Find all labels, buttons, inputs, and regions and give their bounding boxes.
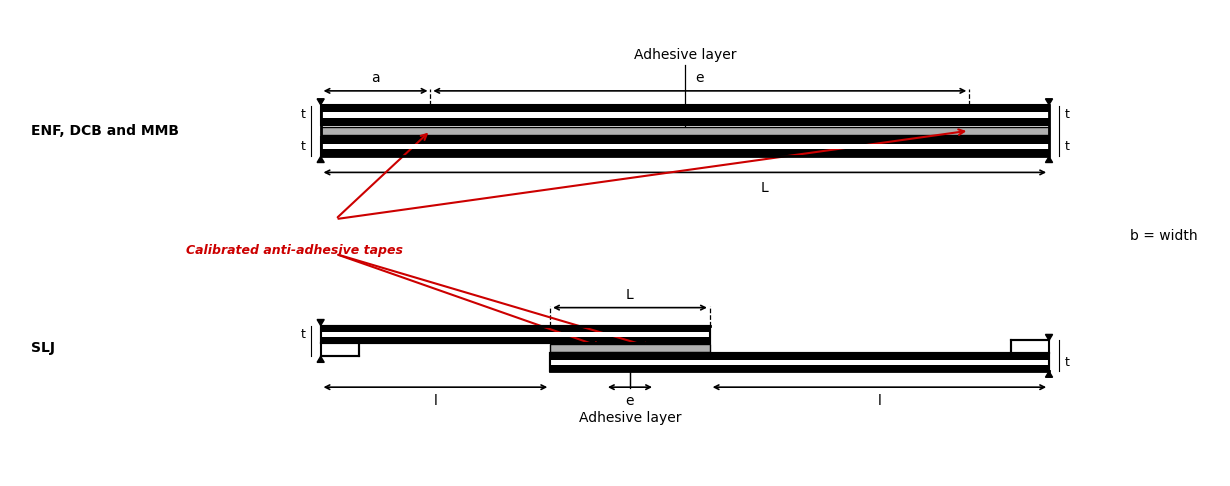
Text: t: t bbox=[300, 108, 305, 121]
Bar bbox=[550, 353, 1049, 371]
Bar bbox=[321, 326, 710, 344]
Text: b = width: b = width bbox=[1130, 229, 1198, 243]
Text: Adhesive layer: Adhesive layer bbox=[579, 411, 681, 425]
Bar bbox=[321, 105, 1049, 125]
Polygon shape bbox=[1046, 156, 1053, 162]
Polygon shape bbox=[1046, 371, 1053, 377]
Bar bbox=[550, 353, 1049, 371]
Text: a: a bbox=[371, 71, 380, 85]
Bar bbox=[1011, 340, 1049, 353]
Bar bbox=[321, 326, 710, 344]
Polygon shape bbox=[317, 156, 325, 162]
Polygon shape bbox=[1046, 99, 1053, 105]
Bar bbox=[321, 112, 1049, 118]
Text: Adhesive layer: Adhesive layer bbox=[633, 48, 736, 62]
Bar bbox=[321, 127, 1049, 135]
Text: t: t bbox=[300, 140, 305, 153]
Bar bbox=[321, 344, 359, 356]
Text: L: L bbox=[761, 181, 769, 195]
Text: t: t bbox=[1064, 140, 1069, 153]
Text: L: L bbox=[626, 288, 633, 302]
Bar bbox=[550, 345, 710, 352]
Bar bbox=[321, 137, 1049, 156]
Text: t: t bbox=[1064, 108, 1069, 121]
Bar bbox=[321, 105, 1049, 156]
Text: Calibrated anti-adhesive tapes: Calibrated anti-adhesive tapes bbox=[186, 244, 403, 257]
Polygon shape bbox=[1046, 334, 1053, 340]
Text: t: t bbox=[1064, 356, 1069, 369]
Polygon shape bbox=[317, 99, 325, 105]
Polygon shape bbox=[317, 356, 325, 363]
Text: e: e bbox=[626, 394, 635, 408]
Text: t: t bbox=[300, 328, 305, 341]
Bar bbox=[321, 332, 710, 337]
Bar bbox=[321, 144, 1049, 149]
Text: l: l bbox=[433, 394, 438, 408]
Polygon shape bbox=[317, 319, 325, 326]
Text: e: e bbox=[695, 71, 704, 85]
Text: SLJ: SLJ bbox=[31, 341, 55, 355]
Text: ENF, DCB and MMB: ENF, DCB and MMB bbox=[31, 123, 180, 138]
Bar bbox=[550, 360, 1049, 365]
Text: l: l bbox=[877, 394, 882, 408]
